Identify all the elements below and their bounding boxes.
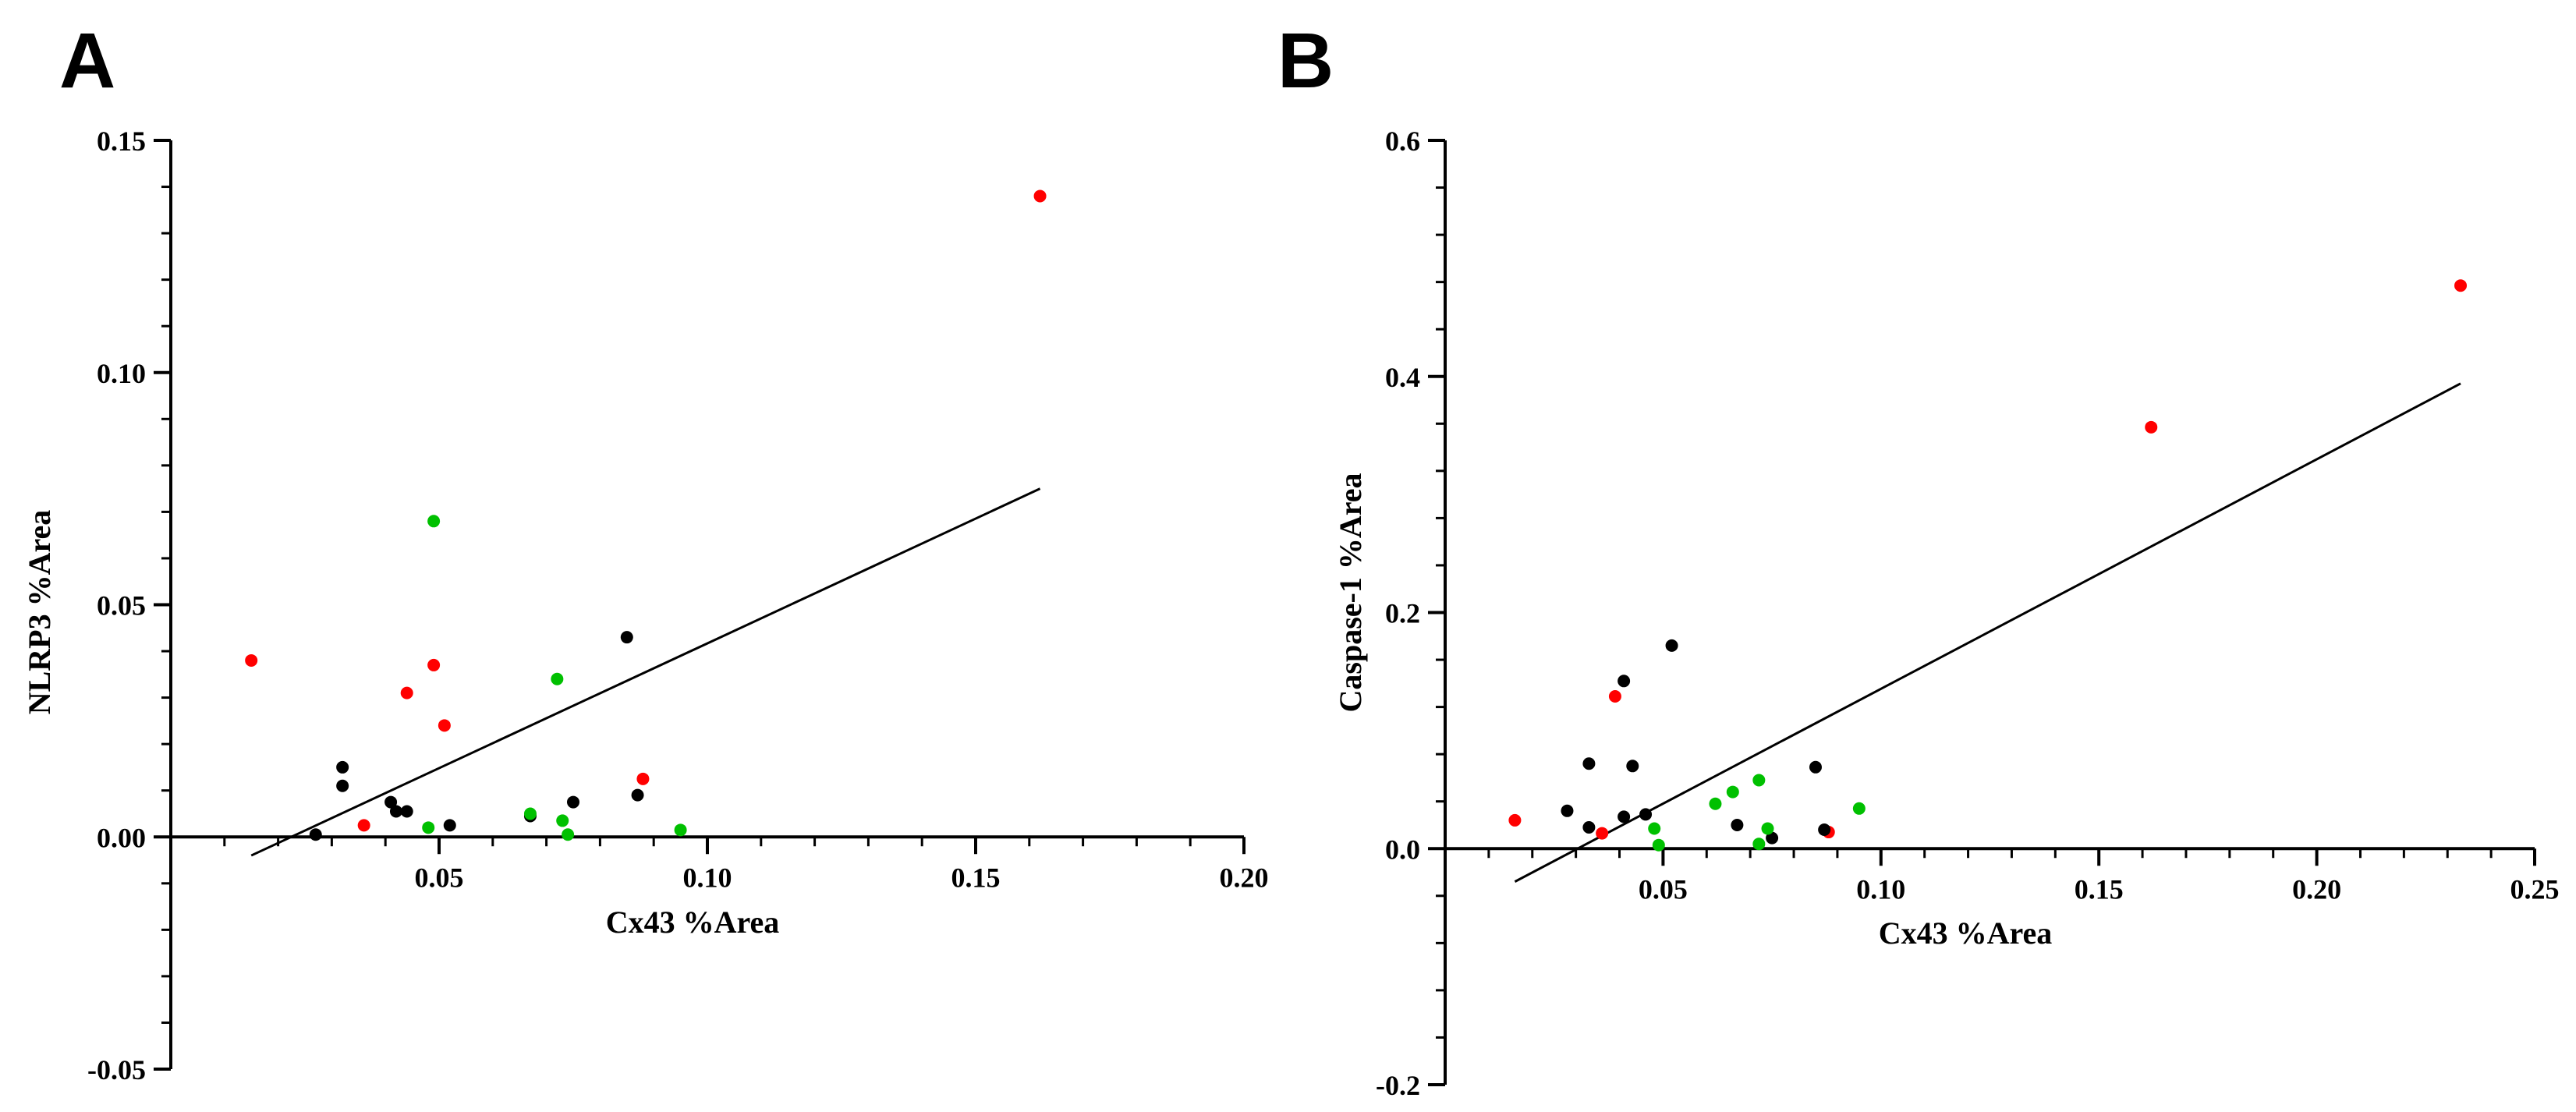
data-point-green: [551, 672, 564, 685]
y-axis-title: NLRP3 %Area: [22, 510, 57, 715]
panel-label: B: [1277, 17, 1334, 104]
data-point-red: [1608, 689, 1621, 703]
data-point-green: [556, 814, 569, 827]
y-tick-label: 0.0: [1385, 834, 1420, 865]
data-point-green: [1852, 802, 1866, 815]
data-point-black: [400, 805, 413, 818]
x-tick-label: 0.15: [2075, 873, 2124, 905]
data-point-red: [2454, 279, 2468, 292]
data-point-green: [1709, 797, 1722, 810]
data-point-black: [1582, 821, 1596, 834]
panel-a: A -0.050.000.050.100.150.05 0.10 0.15 0.20 …: [22, 17, 1269, 1085]
data-point-red: [1033, 189, 1047, 203]
x-tick-label: 0.10: [1856, 873, 1905, 905]
y-tick-label: -0.2: [1376, 1070, 1420, 1101]
y-tick-label: 0.4: [1385, 362, 1420, 393]
x-tick-label: 0.15: [951, 862, 1001, 893]
data-point-black: [336, 760, 349, 774]
y-tick-label: -0.05: [87, 1054, 146, 1085]
data-point-black: [443, 819, 456, 832]
data-point-red: [2145, 420, 2158, 434]
data-point-black: [1731, 818, 1744, 831]
data-point-green: [1648, 822, 1661, 835]
axes: -0.05 0.00 0.05 0.10 0.15 0.05 0.10 0.15 0.20: [87, 126, 1269, 1085]
data-point-green: [562, 828, 575, 841]
y-tick-label: 0.15: [97, 126, 146, 157]
data-point-black: [1582, 757, 1596, 770]
points-group: [1508, 279, 2468, 852]
y-tick-label: 0.6: [1385, 126, 1420, 157]
data-point-green: [427, 515, 441, 528]
data-point-black: [1818, 823, 1831, 837]
x-tick-label: 0.05: [1639, 873, 1688, 905]
data-point-green: [1652, 838, 1665, 852]
data-point-red: [245, 653, 258, 667]
data-point-green: [523, 807, 537, 820]
x-tick-label: 0.05: [415, 862, 464, 893]
data-point-red: [357, 819, 370, 832]
y-tick-label: 0.00: [97, 822, 146, 853]
data-point-green: [674, 823, 687, 837]
data-point-red: [400, 686, 413, 699]
data-point-black: [567, 795, 579, 809]
data-point-black: [336, 779, 349, 792]
data-point-green: [1726, 785, 1739, 799]
y-tick-label: 0.2: [1385, 598, 1420, 629]
data-point-black: [1809, 760, 1822, 774]
fit-line: [1514, 382, 2461, 883]
fit-line-group: [1514, 382, 2461, 883]
x-axis-title: Cx43 %Area: [1879, 915, 2053, 951]
data-point-red: [1508, 813, 1522, 827]
data-point-red: [636, 772, 650, 785]
y-tick-label: 0.05: [97, 590, 146, 622]
x-tick-label: 0.10: [683, 862, 732, 893]
panel-b: B -0.2 0.0 0.2 0.4 0.6 0.05 0.10 0.15 0.20 0.25 C…: [1277, 17, 2560, 1101]
data-point-black: [1665, 639, 1678, 652]
points-group: [245, 189, 1047, 841]
data-point-green: [1761, 822, 1774, 835]
y-axis-title: Caspase-1 %Area: [1333, 473, 1368, 712]
axes: -0.2 0.0 0.2 0.4 0.6 0.05 0.10 0.15 0.20 0.25: [1376, 126, 2560, 1101]
data-point-black: [1626, 760, 1639, 773]
data-point-black: [1561, 804, 1574, 817]
data-point-red: [438, 719, 451, 732]
fit-line-group: [250, 487, 1041, 857]
panel-label: A: [59, 17, 115, 104]
y-tick-label: 0.10: [97, 358, 146, 389]
fit-line: [250, 487, 1041, 857]
x-axis-title: Cx43 %Area: [606, 905, 780, 940]
data-point-green: [1752, 774, 1766, 787]
x-tick-label: 0.25: [2510, 873, 2560, 905]
data-point-black: [1618, 810, 1631, 823]
x-tick-label: 0.20: [2292, 873, 2341, 905]
data-point-black: [309, 828, 322, 841]
data-point-black: [389, 805, 402, 818]
data-point-green: [1752, 838, 1766, 851]
data-point-black: [1766, 831, 1779, 845]
data-point-black: [631, 788, 644, 802]
data-point-black: [1618, 675, 1631, 688]
data-point-red: [427, 658, 441, 671]
data-point-black: [384, 795, 398, 809]
x-tick-label: 0.20: [1220, 862, 1269, 893]
data-point-black: [1639, 808, 1653, 821]
data-point-black: [620, 631, 633, 644]
data-point-green: [422, 821, 435, 834]
data-point-red: [1596, 827, 1609, 840]
